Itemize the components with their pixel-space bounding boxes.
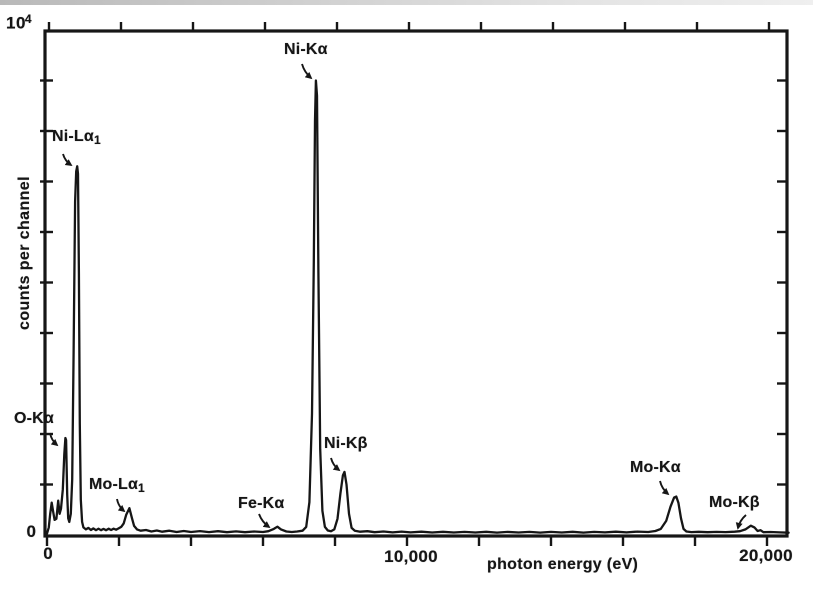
scan-edge-artifact xyxy=(0,0,813,5)
x-axis-title: photon energy (eV) xyxy=(487,556,639,573)
peak-arrow-ni-ka xyxy=(301,63,313,80)
peak-label-mo-kb: Mo-Kβ xyxy=(709,494,760,511)
y-axis-zero-label: 0 xyxy=(26,522,36,541)
plot-frame xyxy=(43,29,789,538)
y-axis-max-exponent: 4 xyxy=(24,12,33,26)
y-axis-title: counts per channel xyxy=(16,176,33,330)
peak-arrow-mo-ka xyxy=(659,480,670,496)
x-tick-label-20000: 20,000 xyxy=(739,546,793,565)
x-tick-label-0: 0 xyxy=(43,544,53,563)
peak-arrow-o-ka xyxy=(49,432,59,447)
peak-label-mo-la1: Mo-Lα1 xyxy=(89,476,145,495)
peak-arrow-fe-ka xyxy=(258,513,271,529)
peak-label-o-ka: O-Kα xyxy=(14,410,54,427)
peak-label-ni-la1: Ni-Lα1 xyxy=(52,128,101,147)
spectrum-curve xyxy=(45,79,790,535)
x-tick-label-10000: 10,000 xyxy=(384,547,438,566)
peak-arrow-ni-la1 xyxy=(62,153,73,167)
peak-label-ni-ka: Ni-Kα xyxy=(284,41,328,58)
peak-label-fe-ka: Fe-Kα xyxy=(238,495,285,512)
peak-arrow-mo-kb xyxy=(735,514,747,530)
peak-label-ni-kb: Ni-Kβ xyxy=(324,435,368,452)
peak-label-mo-ka: Mo-Kα xyxy=(630,459,681,476)
peak-arrow-ni-kb xyxy=(330,457,341,472)
peak-arrow-mo-la1 xyxy=(116,498,126,513)
y-axis-max-label: 104 xyxy=(6,11,33,34)
y-axis-max-base: 10 xyxy=(6,13,26,33)
